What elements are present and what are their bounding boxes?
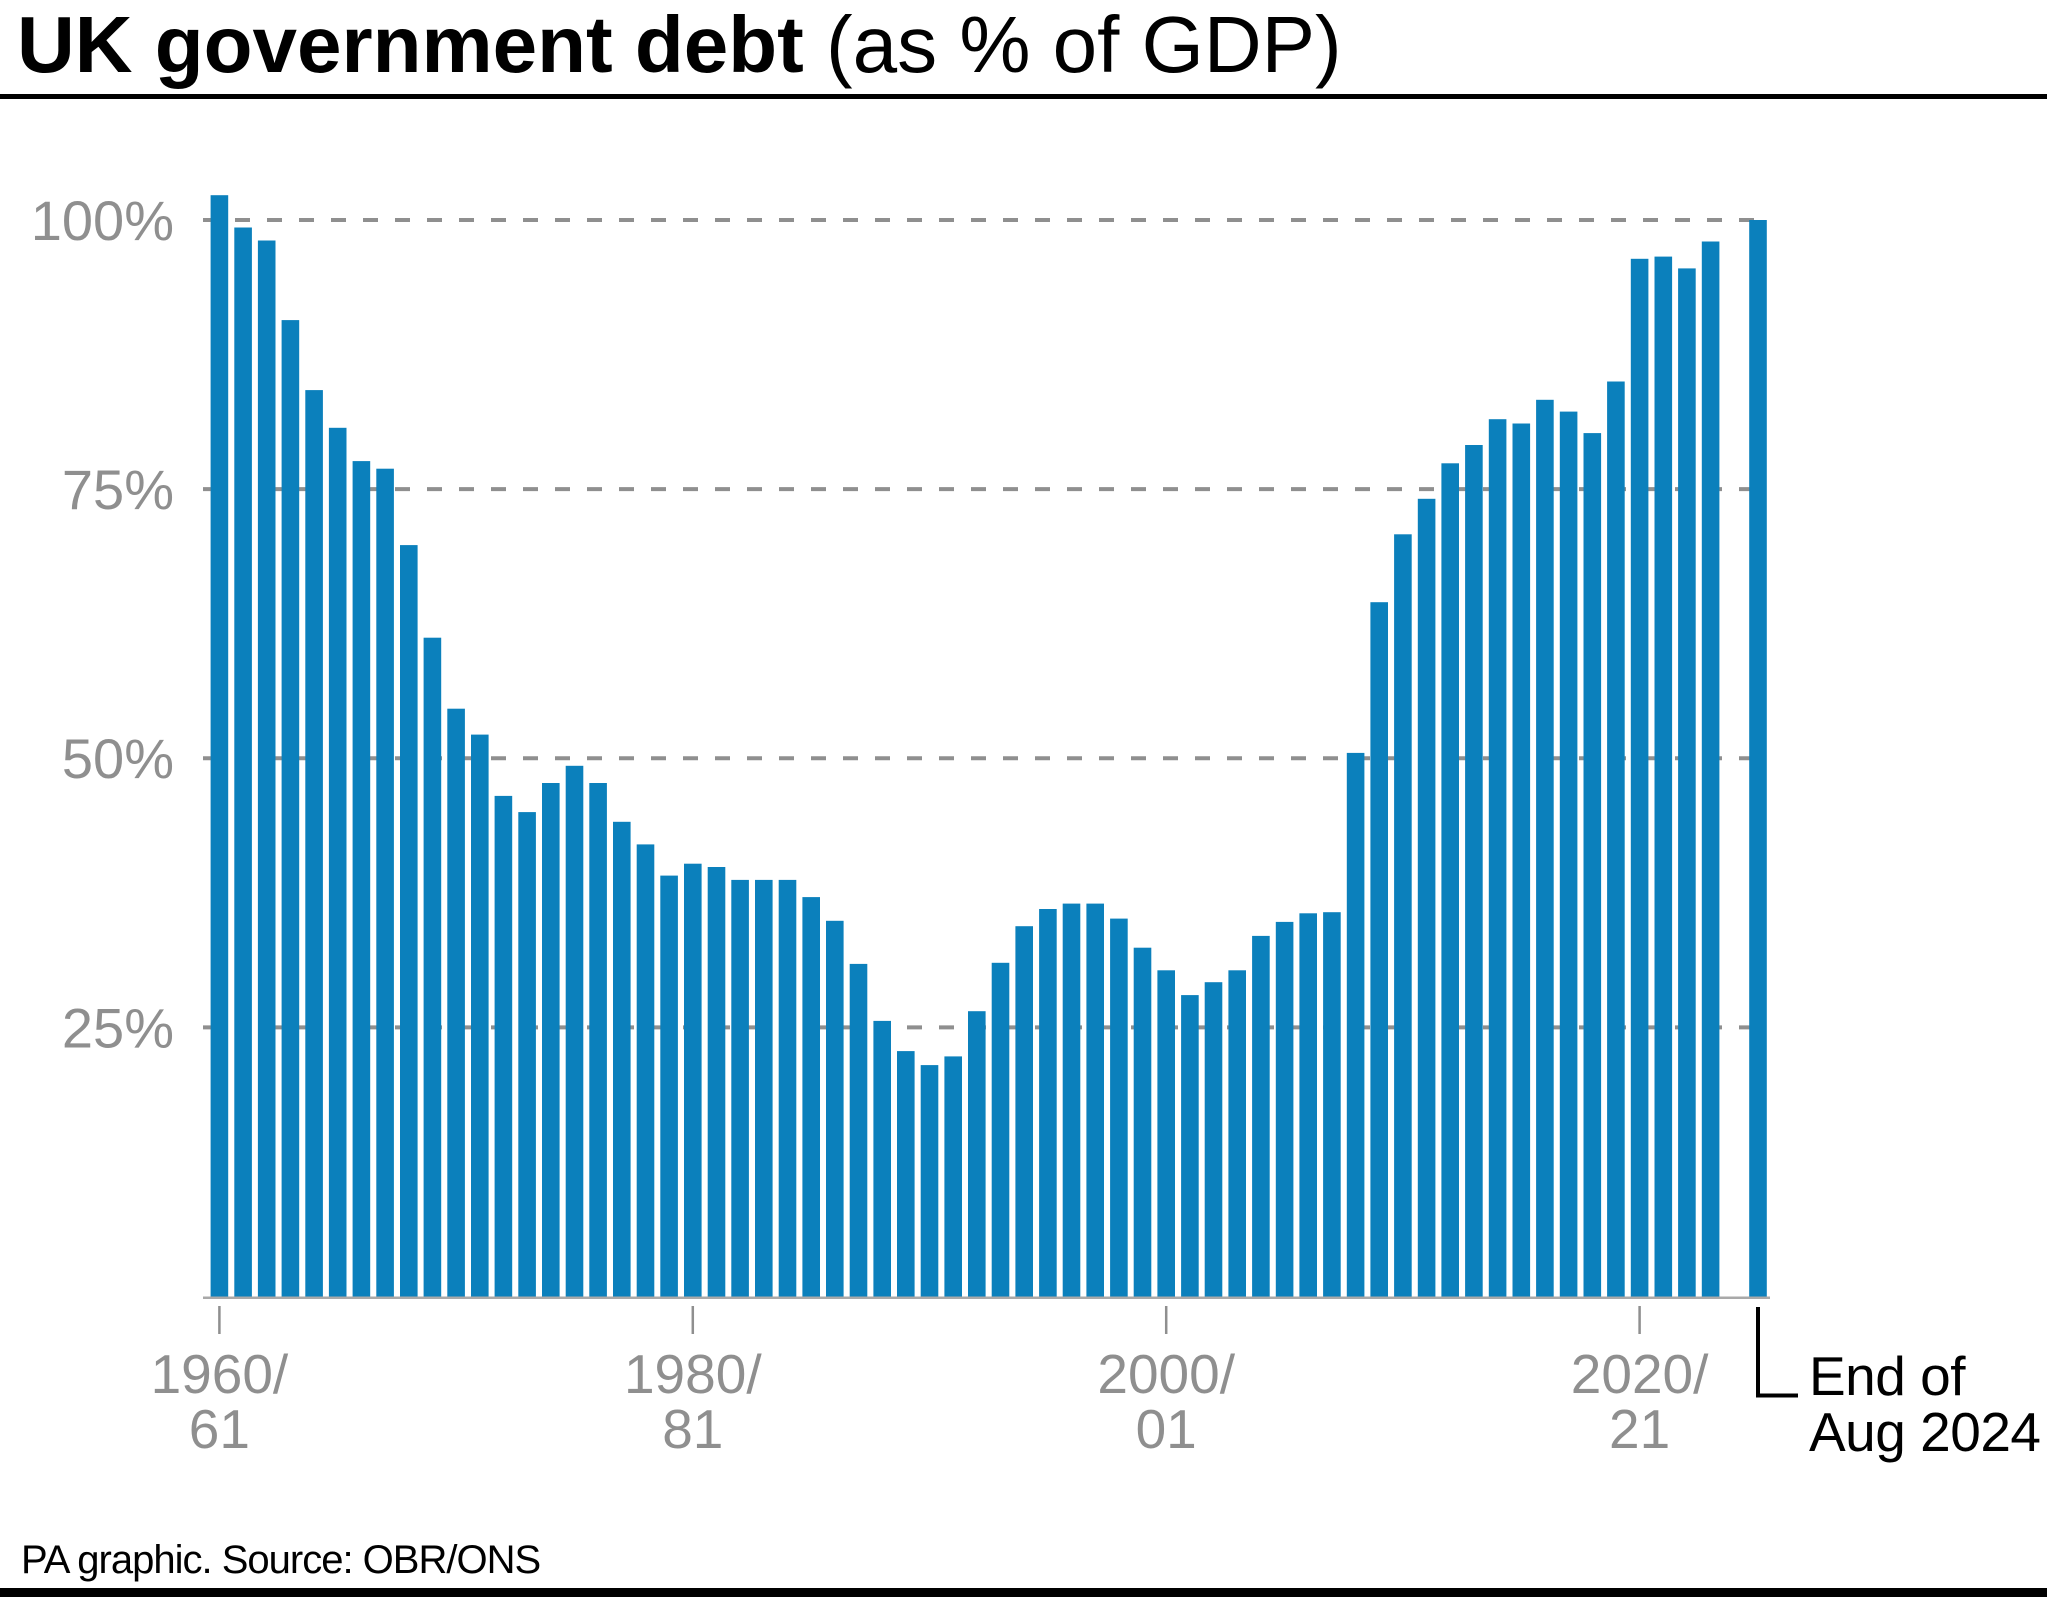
svg-text:81: 81 [662, 1398, 723, 1460]
svg-text:61: 61 [189, 1398, 250, 1460]
svg-text:21: 21 [1609, 1398, 1670, 1460]
svg-text:01: 01 [1136, 1398, 1197, 1460]
svg-text:100%: 100% [31, 189, 174, 252]
svg-text:UK government debt (as % of GD: UK government debt (as % of GDP) [17, 0, 1342, 89]
svg-text:1980/: 1980/ [624, 1343, 762, 1405]
svg-text:1960/: 1960/ [151, 1343, 289, 1405]
svg-text:PA graphic. Source: OBR/ONS: PA graphic. Source: OBR/ONS [21, 1538, 540, 1582]
svg-text:50%: 50% [62, 727, 174, 790]
svg-text:Aug 2024: Aug 2024 [1809, 1401, 2041, 1463]
svg-text:2000/: 2000/ [1097, 1343, 1235, 1405]
svg-text:End of: End of [1809, 1345, 1966, 1407]
svg-text:75%: 75% [62, 458, 174, 521]
svg-text:25%: 25% [62, 996, 174, 1059]
svg-text:2020/: 2020/ [1571, 1343, 1709, 1405]
